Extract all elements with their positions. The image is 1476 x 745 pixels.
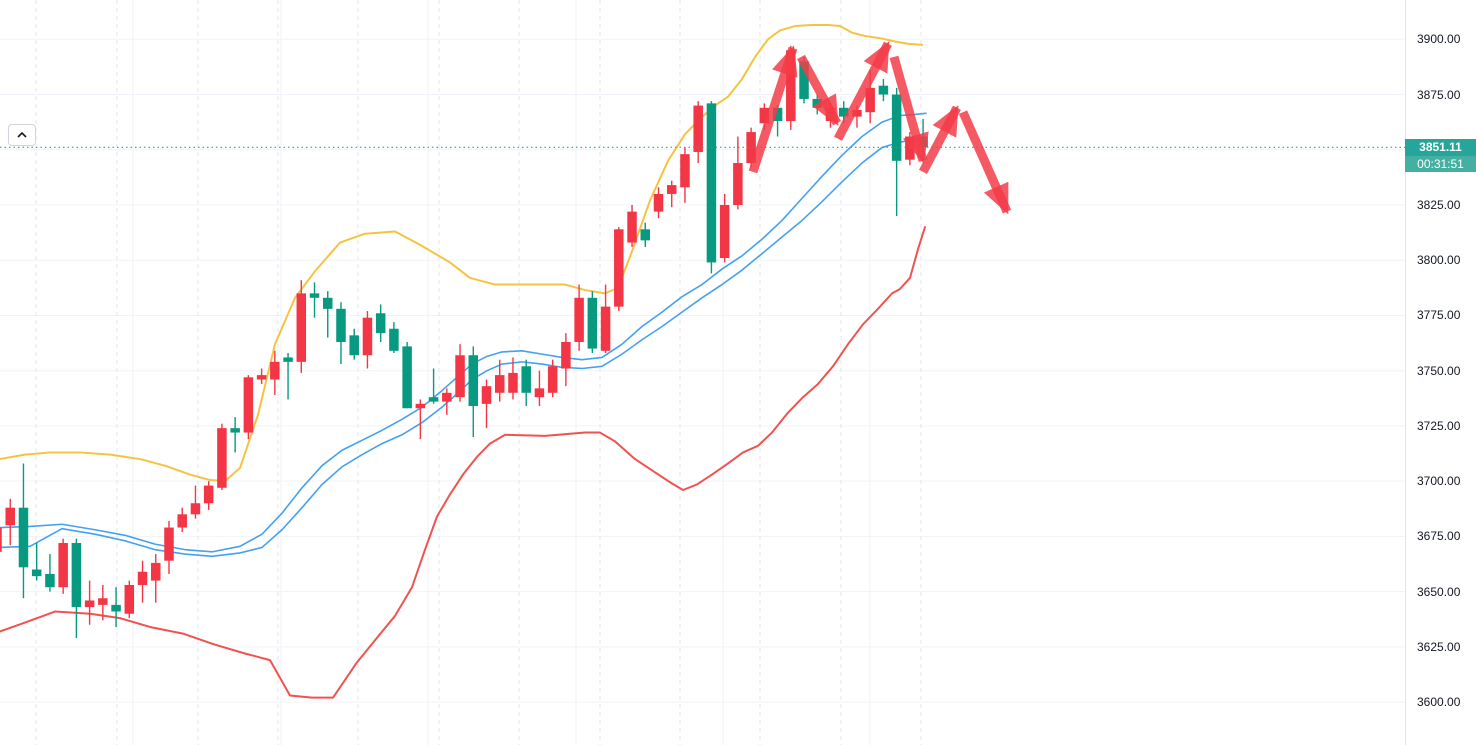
trend-arrow-annotation[interactable] <box>834 41 892 141</box>
candle-body <box>733 163 743 205</box>
ma-fast-line <box>0 112 927 553</box>
candle-body <box>84 600 95 608</box>
trend-arrow-annotation[interactable] <box>748 45 798 174</box>
candle-body <box>45 573 55 588</box>
candle-body <box>402 346 412 409</box>
candle-body <box>18 507 29 568</box>
candle-body <box>98 598 108 605</box>
candle-body <box>508 372 518 393</box>
price-axis-label: 3600.00 <box>1417 695 1461 710</box>
bar-countdown: 00:31:51 <box>1405 155 1476 172</box>
candle-body <box>693 105 703 152</box>
candle-body <box>759 107 770 124</box>
candle-body <box>746 132 756 164</box>
candle-body <box>190 503 201 515</box>
candle-body <box>653 193 664 212</box>
candle-body <box>31 569 42 577</box>
candle-body <box>58 543 68 588</box>
candle-body <box>309 293 320 298</box>
candle-body <box>164 527 174 561</box>
trend-arrow-annotation[interactable] <box>797 54 841 126</box>
candle-body <box>680 154 690 188</box>
candle-body <box>442 392 452 402</box>
candle-body <box>561 341 571 369</box>
bollinger-lower-line <box>0 226 926 699</box>
candle-body <box>375 313 386 334</box>
price-axis-label: 3650.00 <box>1417 584 1461 599</box>
candle-body <box>177 514 187 528</box>
candle-body <box>600 306 611 351</box>
price-axis-label: 3750.00 <box>1417 363 1461 378</box>
candle-body <box>786 50 796 122</box>
candle-body <box>706 103 717 263</box>
trend-arrow-annotation[interactable] <box>889 55 929 164</box>
candle-body <box>666 185 677 194</box>
candle-body <box>323 297 333 309</box>
price-axis-label: 3725.00 <box>1417 418 1461 433</box>
chevron-up-icon <box>16 131 28 139</box>
candle-body <box>865 87 875 113</box>
candle-body <box>270 361 280 380</box>
price-axis-label: 3700.00 <box>1417 474 1461 489</box>
candle-body <box>799 61 809 99</box>
candle-body <box>574 297 584 342</box>
candle-body <box>838 107 849 117</box>
candle-body <box>891 94 902 161</box>
candle-body <box>0 527 2 552</box>
candle-body <box>455 355 465 398</box>
candle-body <box>852 109 862 117</box>
price-axis-label: 3625.00 <box>1417 639 1461 654</box>
candle-body <box>151 562 161 581</box>
candle-body <box>137 571 148 585</box>
candle-body <box>627 211 637 243</box>
ma-slow-line <box>0 137 927 558</box>
candle-body <box>468 355 479 407</box>
price-axis[interactable]: 3900.003875.003850.003825.003800.003775.… <box>1405 0 1476 745</box>
trend-arrow-annotation[interactable] <box>919 105 961 174</box>
candle-body <box>124 584 135 614</box>
candle-body <box>230 428 240 433</box>
price-axis-label: 3900.00 <box>1417 32 1461 47</box>
price-axis-label: 3875.00 <box>1417 87 1461 102</box>
candle-body <box>217 428 227 488</box>
candle-body <box>481 386 492 404</box>
candle-body <box>5 507 15 526</box>
collapse-panel-button[interactable] <box>8 124 36 146</box>
candle-body <box>534 388 545 398</box>
candle-body <box>772 107 783 122</box>
candle-body <box>614 229 624 307</box>
candle-body <box>243 377 254 433</box>
last-price-badge: 3851.11 00:31:51 <box>1405 138 1476 172</box>
chart-canvas[interactable] <box>0 0 1405 745</box>
candle-body <box>547 366 558 393</box>
candle-body <box>362 317 373 356</box>
price-axis-label: 3775.00 <box>1417 308 1461 323</box>
candle-body <box>389 328 399 351</box>
candle-body <box>428 397 439 402</box>
candle-body <box>878 85 889 95</box>
candle-body <box>296 293 307 362</box>
candle-body <box>640 229 651 241</box>
candle-body <box>719 204 730 259</box>
candle-body <box>71 543 82 608</box>
trend-arrow-annotation[interactable] <box>958 110 1012 215</box>
candle-body <box>256 375 267 380</box>
candle-body <box>521 366 531 393</box>
last-price-value: 3851.11 <box>1405 138 1476 156</box>
candle-body <box>494 375 505 393</box>
bollinger-upper-line <box>0 23 923 483</box>
candle-body <box>415 403 426 409</box>
candle-body <box>203 485 214 504</box>
price-axis-label: 3825.00 <box>1417 197 1461 212</box>
price-axis-label: 3800.00 <box>1417 253 1461 268</box>
candle-body <box>349 335 359 356</box>
candle-body <box>336 308 346 342</box>
candle-body <box>111 604 121 612</box>
price-axis-label: 3675.00 <box>1417 529 1461 544</box>
candle-body <box>587 297 598 349</box>
candle-body <box>283 357 293 362</box>
